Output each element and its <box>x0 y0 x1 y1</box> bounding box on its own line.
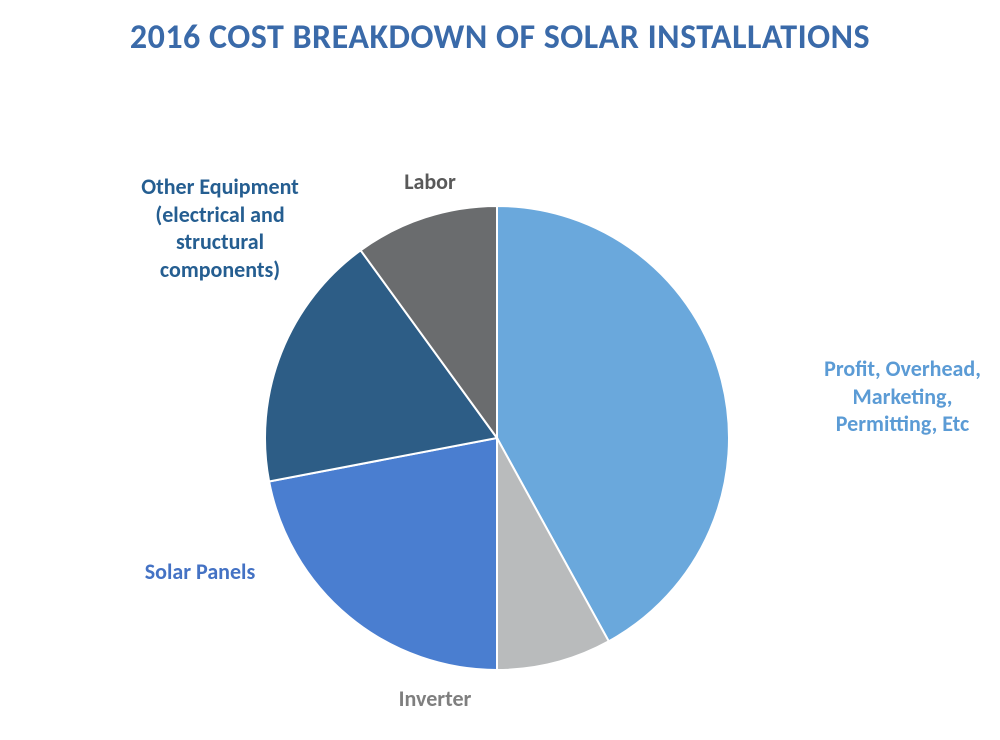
chart-title: 2016 COST BREAKDOWN OF SOLAR INSTALLATIO… <box>0 18 1000 57</box>
slice-label-inverter: Inverter <box>345 685 525 713</box>
slice-label-profit: Profit, Overhead, Marketing, Permitting,… <box>815 355 990 438</box>
pie-svg <box>263 204 731 672</box>
slice-label-solar_panels: Solar Panels <box>110 558 290 586</box>
slice-label-labor: Labor <box>370 168 490 196</box>
slice-label-other_equipment: Other Equipment (electrical and structur… <box>115 173 325 283</box>
pie-wrap <box>263 204 731 677</box>
pie-chart-container: 2016 COST BREAKDOWN OF SOLAR INSTALLATIO… <box>0 0 1000 740</box>
